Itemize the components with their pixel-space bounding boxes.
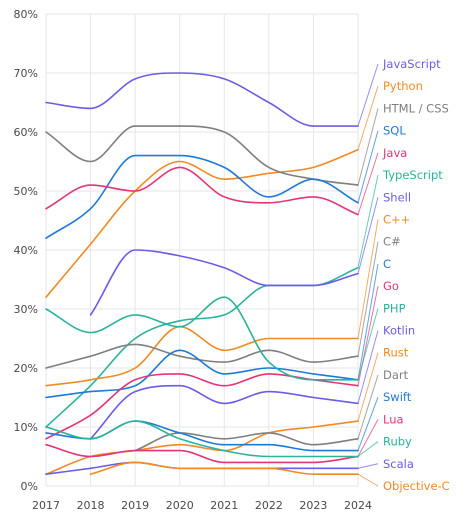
y-tick-label: 0% — [21, 480, 38, 493]
y-tick-label: 20% — [14, 362, 38, 375]
y-tick-label: 80% — [14, 8, 38, 21]
legend-label-c: C# — [383, 235, 401, 249]
legend-label-python: Python — [383, 79, 423, 93]
legend-label-java: Java — [382, 146, 407, 160]
legend-label-kotlin: Kotlin — [383, 324, 415, 338]
series-line-lua — [45, 443, 359, 464]
legend-label-ruby: Ruby — [383, 435, 412, 449]
legend-connector-swift — [357, 396, 379, 451]
legend-connector-shell — [357, 197, 379, 274]
series-line-php — [45, 296, 359, 381]
series-line-shell — [89, 249, 359, 316]
x-tick-label: 2023 — [299, 499, 327, 512]
series-line-c — [45, 349, 359, 399]
x-tick-label: 2022 — [255, 499, 283, 512]
legend-label-rust: Rust — [383, 346, 409, 360]
legend-connectors — [357, 63, 379, 487]
legend-label-dart: Dart — [383, 368, 409, 382]
series-line-python — [45, 148, 359, 298]
y-tick-label: 10% — [14, 421, 38, 434]
legend-connector-c — [357, 219, 379, 339]
series-line-c — [45, 343, 359, 369]
series-lines — [45, 72, 359, 476]
legend-label-go: Go — [383, 279, 399, 293]
legend-connector-lua — [357, 419, 379, 457]
x-tick-label: 2024 — [344, 499, 372, 512]
x-tick-label: 2018 — [77, 499, 105, 512]
legend-connector-java — [357, 152, 379, 215]
x-tick-label: 2017 — [32, 499, 60, 512]
y-tick-label: 50% — [14, 185, 38, 198]
legend-connector-scala — [357, 463, 379, 469]
y-axis: 0% 10% 20% 30% 40% 50% 60% 70% 80% — [14, 8, 38, 493]
series-line-c — [45, 325, 359, 387]
y-tick-label: 30% — [14, 303, 38, 316]
legend-connector-rust — [357, 352, 379, 422]
series-line-dart — [134, 432, 359, 452]
legend-label-swift: Swift — [383, 390, 412, 404]
legend-connector-dart — [357, 374, 379, 439]
grid — [45, 13, 359, 487]
legend-label-c: C++ — [383, 212, 410, 226]
x-axis: 2017 2018 2019 2020 2021 2022 2023 2024 — [32, 499, 372, 512]
series-line-javascript — [45, 72, 359, 127]
legend-label-c: C — [383, 257, 391, 271]
legend-connector-javascript — [357, 63, 379, 127]
legend: JavaScript Python HTML / CSS SQL Java TypeScr… — [382, 57, 450, 493]
series-line-objective-c — [89, 461, 359, 476]
legend-connector-objective-c — [357, 473, 379, 487]
x-tick-label: 2019 — [121, 499, 149, 512]
y-tick-label: 40% — [14, 244, 38, 257]
legend-connector-php — [357, 308, 379, 380]
series-line-ruby — [45, 420, 359, 458]
legend-label-objective-c: Objective-C — [383, 479, 450, 493]
series-line-rust — [45, 420, 359, 475]
series-line-html-css — [45, 125, 359, 186]
legend-label-javascript: JavaScript — [382, 57, 441, 71]
y-tick-label: 70% — [14, 67, 38, 80]
legend-label-lua: Lua — [383, 412, 404, 426]
legend-connector-typescript — [357, 174, 379, 268]
y-tick-label: 60% — [14, 126, 38, 139]
legend-connector-kotlin — [357, 330, 379, 404]
legend-connector-python — [357, 86, 379, 150]
legend-label-typescript: TypeScript — [382, 168, 443, 182]
series-line-kotlin — [89, 384, 359, 440]
legend-connector-c — [357, 241, 379, 357]
legend-connector-c — [357, 263, 379, 380]
series-line-sql — [45, 154, 359, 239]
legend-label-sql: SQL — [383, 124, 406, 138]
series-line-java — [45, 166, 359, 216]
x-tick-label: 2020 — [166, 499, 194, 512]
legend-label-shell: Shell — [383, 190, 411, 204]
legend-connector-sql — [357, 130, 379, 203]
x-tick-label: 2021 — [210, 499, 238, 512]
legend-label-php: PHP — [383, 301, 406, 315]
legend-label-scala: Scala — [383, 457, 414, 471]
legend-label-html-css: HTML / CSS — [383, 101, 449, 115]
legend-connector-html-css — [357, 108, 379, 186]
legend-connector-ruby — [357, 441, 379, 457]
series-line-typescript — [45, 266, 359, 428]
